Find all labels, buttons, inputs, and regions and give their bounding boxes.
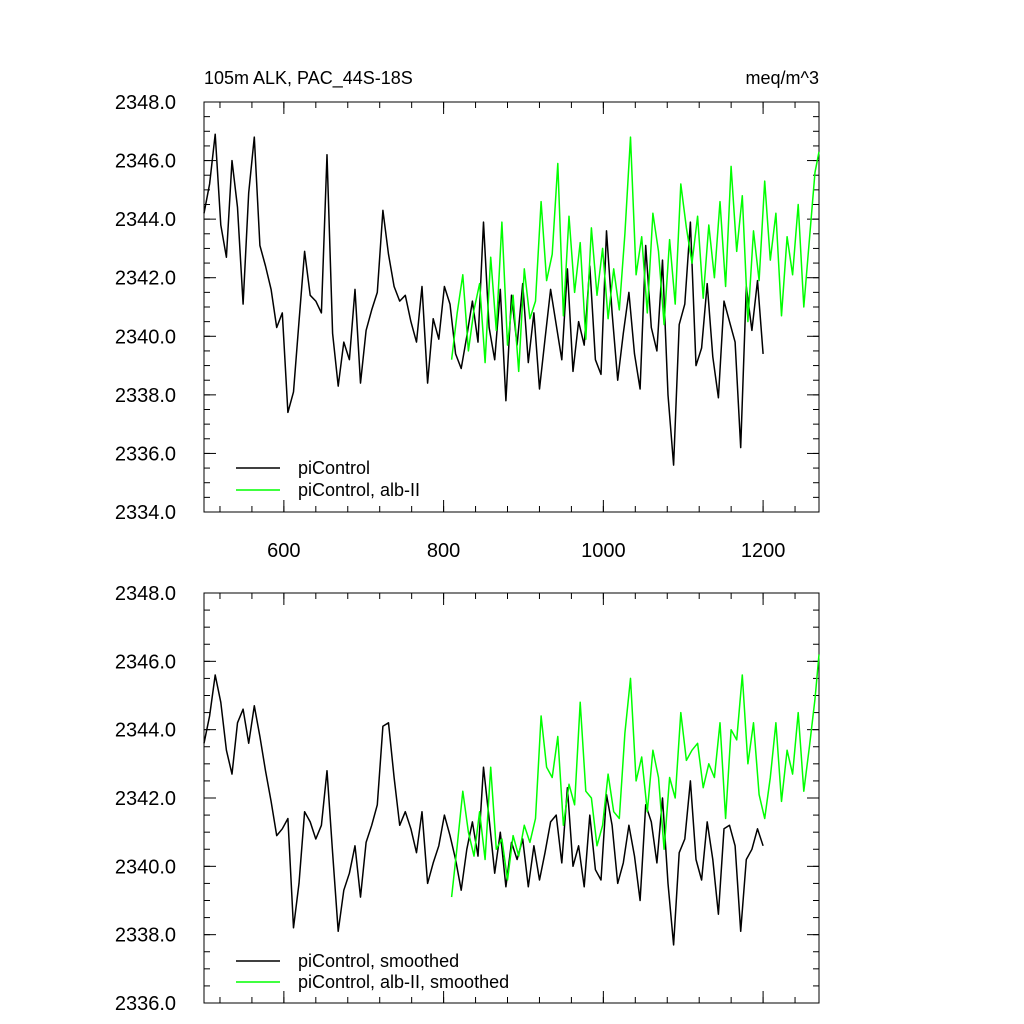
y-tick-label: 2338.0 [115,925,176,947]
bottom-panel-series [203,654,820,946]
top-panel-ticks: 2334.0 2336.0 2338.0 2340.0 2342.0 2344.0 2346… [115,92,819,562]
x-tick-label: 1000 [581,540,626,562]
series-line-picontrol-alb-ii [450,136,820,373]
top-panel-units: meq/m^3 [746,68,819,88]
series-line-picontrol-alb-ii-smoothed [450,654,820,898]
x-tick-label: 600 [267,540,300,562]
bottom-panel: 2336.0 2338.0 2340.0 2342.0 2344.0 2346.0 2348… [115,583,820,1015]
legend-label-picontrol-alb-ii-smoothed: piControl, alb-II, smoothed [298,972,509,992]
y-tick-label: 2346.0 [115,651,176,673]
y-tick-label: 2344.0 [115,209,176,231]
series-line-picontrol [203,133,764,466]
bottom-panel-legend: piControl, smoothed piControl, alb-II, s… [236,951,509,992]
y-tick-label: 2342.0 [115,268,176,290]
y-tick-label: 2338.0 [115,385,176,407]
top-panel: 105m ALK, PAC_44S-18S meq/m^3 2334.0 2336… [115,68,820,562]
legend-label-picontrol: piControl [298,458,370,478]
top-panel-series [203,133,820,466]
bottom-panel-ticks: 2336.0 2338.0 2340.0 2342.0 2344.0 2346.0 2348… [115,583,819,1015]
y-tick-label: 2336.0 [115,993,176,1015]
y-tick-label: 2336.0 [115,443,176,465]
y-tick-label: 2340.0 [115,326,176,348]
y-tick-label: 2348.0 [115,583,176,605]
top-panel-legend: piControl piControl, alb-II [236,458,420,500]
y-tick-label: 2342.0 [115,788,176,810]
series-line-picontrol-smoothed [203,674,764,946]
y-tick-label: 2344.0 [115,720,176,742]
x-tick-label: 800 [427,540,460,562]
top-panel-title: 105m ALK, PAC_44S-18S [204,68,413,89]
y-tick-label: 2346.0 [115,151,176,173]
y-tick-label: 2348.0 [115,92,176,114]
y-tick-label: 2340.0 [115,856,176,878]
x-tick-label: 1200 [741,540,786,562]
legend-label-picontrol-alb-ii: piControl, alb-II [298,480,420,500]
legend-label-picontrol-smoothed: piControl, smoothed [298,951,459,971]
y-tick-label: 2334.0 [115,502,176,524]
